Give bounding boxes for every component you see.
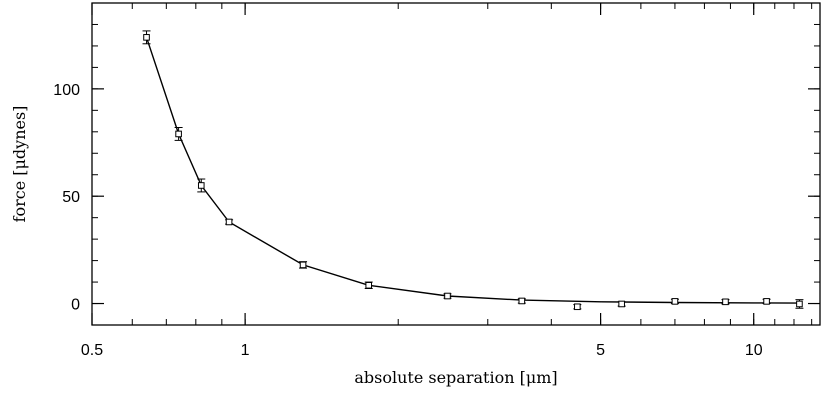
data-point [670,298,679,305]
data-point [443,292,452,300]
square-marker [365,281,373,289]
square-marker [763,298,770,305]
data-points [142,30,804,311]
x-tick-label: 0.5 [81,342,103,359]
square-marker [225,218,233,226]
x-axis-title: absolute separation [μm] [354,368,557,387]
data-point [174,127,183,141]
data-point [762,298,771,305]
square-marker [574,303,581,311]
data-point [142,30,151,45]
y-axis-title: force [μdynes] [10,106,29,223]
data-point [299,261,308,269]
axis-ticks [91,2,820,326]
data-point [197,178,206,193]
y-tick-label: 50 [62,189,80,206]
square-marker [722,298,729,306]
plot-frame [91,2,821,326]
data-point [517,297,526,305]
square-marker [175,130,182,138]
y-tick-label: 0 [71,297,80,314]
square-marker [444,292,451,300]
square-marker [796,300,803,308]
data-point [795,299,804,309]
data-point [225,218,234,226]
square-marker [197,182,205,189]
square-marker [671,298,679,305]
x-tick-label: 10 [745,342,763,359]
square-marker [518,297,526,305]
data-point [573,303,582,311]
y-tick-label: 100 [53,82,80,99]
square-marker [618,300,625,308]
square-marker [299,261,307,269]
x-tick-label: 1 [241,342,250,359]
fit-curve [145,37,800,304]
data-point [721,298,730,306]
data-point [364,281,373,290]
x-tick-label: 5 [596,342,605,359]
data-point [617,300,626,308]
square-marker [143,34,150,41]
